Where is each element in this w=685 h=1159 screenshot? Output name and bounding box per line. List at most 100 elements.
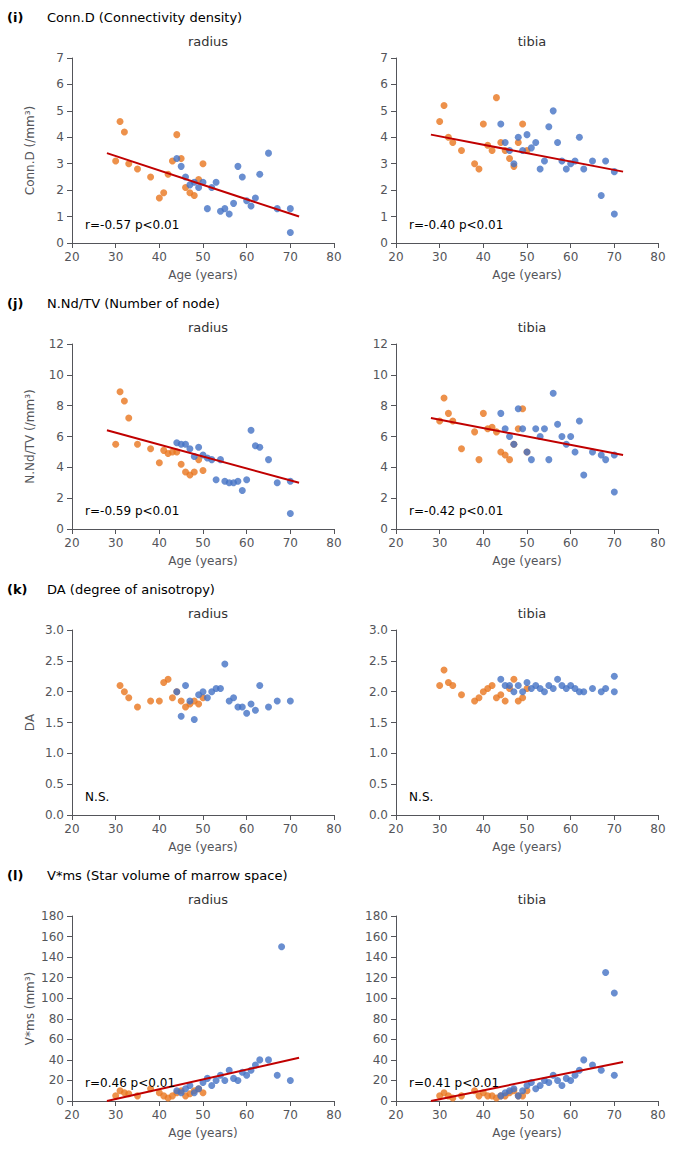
svg-text:20: 20	[388, 822, 403, 836]
svg-text:40: 40	[152, 1108, 167, 1122]
svg-text:30: 30	[432, 1108, 447, 1122]
svg-text:70: 70	[283, 1108, 298, 1122]
svg-text:radius: radius	[188, 320, 228, 335]
svg-text:1.0: 1.0	[369, 746, 388, 760]
svg-text:N.Nd/TV (/mm³): N.Nd/TV (/mm³)	[23, 389, 37, 483]
svg-text:20: 20	[373, 1073, 388, 1087]
svg-text:Age (years): Age (years)	[168, 840, 237, 854]
svg-text:0: 0	[56, 236, 64, 250]
svg-text:50: 50	[519, 536, 534, 550]
svg-text:r=-0.42 p<0.01: r=-0.42 p<0.01	[409, 504, 503, 518]
svg-text:r=0.46 p<0.01: r=0.46 p<0.01	[85, 1076, 175, 1090]
svg-text:30: 30	[432, 250, 447, 264]
svg-text:radius: radius	[188, 34, 228, 49]
svg-text:6: 6	[380, 430, 388, 444]
svg-text:(i): (i)	[7, 10, 23, 25]
svg-text:60: 60	[563, 250, 578, 264]
svg-text:50: 50	[519, 1108, 534, 1122]
svg-text:4: 4	[56, 460, 64, 474]
svg-text:30: 30	[108, 536, 123, 550]
svg-text:7: 7	[56, 51, 64, 65]
svg-text:20: 20	[64, 822, 79, 836]
svg-text:tibia: tibia	[518, 320, 547, 335]
svg-text:1: 1	[380, 210, 388, 224]
svg-text:70: 70	[607, 536, 622, 550]
svg-text:40: 40	[49, 1053, 64, 1067]
svg-text:80: 80	[326, 822, 341, 836]
svg-text:Age (years): Age (years)	[492, 554, 561, 568]
svg-text:(j): (j)	[7, 296, 23, 311]
svg-text:2: 2	[56, 491, 64, 505]
svg-text:12: 12	[49, 337, 64, 351]
svg-text:4: 4	[380, 130, 388, 144]
svg-text:20: 20	[49, 1073, 64, 1087]
svg-text:radius: radius	[188, 892, 228, 907]
svg-text:3.0: 3.0	[45, 623, 64, 637]
svg-text:70: 70	[607, 822, 622, 836]
svg-text:40: 40	[152, 822, 167, 836]
svg-text:2: 2	[56, 183, 64, 197]
svg-text:50: 50	[195, 1108, 210, 1122]
svg-text:140: 140	[365, 950, 388, 964]
svg-text:40: 40	[152, 250, 167, 264]
svg-text:tibia: tibia	[518, 606, 547, 621]
svg-text:12: 12	[373, 337, 388, 351]
svg-text:Age (years): Age (years)	[168, 554, 237, 568]
svg-text:70: 70	[607, 250, 622, 264]
svg-text:60: 60	[239, 1108, 254, 1122]
svg-text:5: 5	[56, 104, 64, 118]
svg-text:tibia: tibia	[518, 34, 547, 49]
svg-text:Age (years): Age (years)	[492, 1126, 561, 1140]
svg-text:100: 100	[365, 991, 388, 1005]
svg-text:0: 0	[56, 1094, 64, 1108]
svg-text:60: 60	[563, 536, 578, 550]
svg-text:8: 8	[56, 399, 64, 413]
svg-text:40: 40	[476, 822, 491, 836]
svg-text:1.5: 1.5	[45, 716, 64, 730]
svg-text:2.5: 2.5	[45, 654, 64, 668]
svg-text:0.5: 0.5	[45, 777, 64, 791]
svg-text:30: 30	[108, 1108, 123, 1122]
svg-text:Age (years): Age (years)	[168, 1126, 237, 1140]
svg-text:Age (years): Age (years)	[492, 268, 561, 282]
svg-text:160: 160	[41, 930, 64, 944]
svg-text:(k): (k)	[7, 582, 28, 597]
svg-text:180: 180	[365, 909, 388, 923]
svg-text:2.0: 2.0	[45, 685, 64, 699]
svg-text:V*ms (Star volume of marrow sp: V*ms (Star volume of marrow space)	[47, 868, 288, 883]
svg-text:0.5: 0.5	[369, 777, 388, 791]
svg-text:80: 80	[326, 1108, 341, 1122]
svg-text:0.0: 0.0	[45, 808, 64, 822]
svg-text:2: 2	[380, 491, 388, 505]
svg-text:140: 140	[41, 950, 64, 964]
svg-text:Age (years): Age (years)	[492, 840, 561, 854]
svg-text:V*ms (mm³): V*ms (mm³)	[23, 972, 37, 1046]
svg-text:tibia: tibia	[518, 892, 547, 907]
svg-text:4: 4	[380, 460, 388, 474]
svg-text:6: 6	[56, 430, 64, 444]
svg-text:80: 80	[650, 822, 665, 836]
svg-text:80: 80	[650, 250, 665, 264]
svg-text:70: 70	[283, 536, 298, 550]
svg-text:6: 6	[56, 77, 64, 91]
svg-text:60: 60	[373, 1032, 388, 1046]
svg-text:60: 60	[563, 1108, 578, 1122]
svg-text:r=-0.40 p<0.01: r=-0.40 p<0.01	[409, 218, 503, 232]
svg-text:1: 1	[56, 210, 64, 224]
svg-text:DA: DA	[23, 713, 37, 731]
svg-text:0: 0	[56, 522, 64, 536]
svg-text:20: 20	[64, 536, 79, 550]
svg-text:60: 60	[239, 536, 254, 550]
svg-text:r=-0.57 p<0.01: r=-0.57 p<0.01	[85, 218, 179, 232]
svg-text:60: 60	[239, 822, 254, 836]
svg-text:20: 20	[64, 250, 79, 264]
svg-text:10: 10	[49, 368, 64, 382]
svg-text:0: 0	[380, 522, 388, 536]
svg-text:120: 120	[41, 971, 64, 985]
svg-text:60: 60	[239, 250, 254, 264]
svg-text:40: 40	[152, 536, 167, 550]
svg-text:(l): (l)	[7, 868, 23, 883]
svg-text:2: 2	[380, 183, 388, 197]
svg-text:20: 20	[388, 1108, 403, 1122]
svg-text:30: 30	[432, 822, 447, 836]
